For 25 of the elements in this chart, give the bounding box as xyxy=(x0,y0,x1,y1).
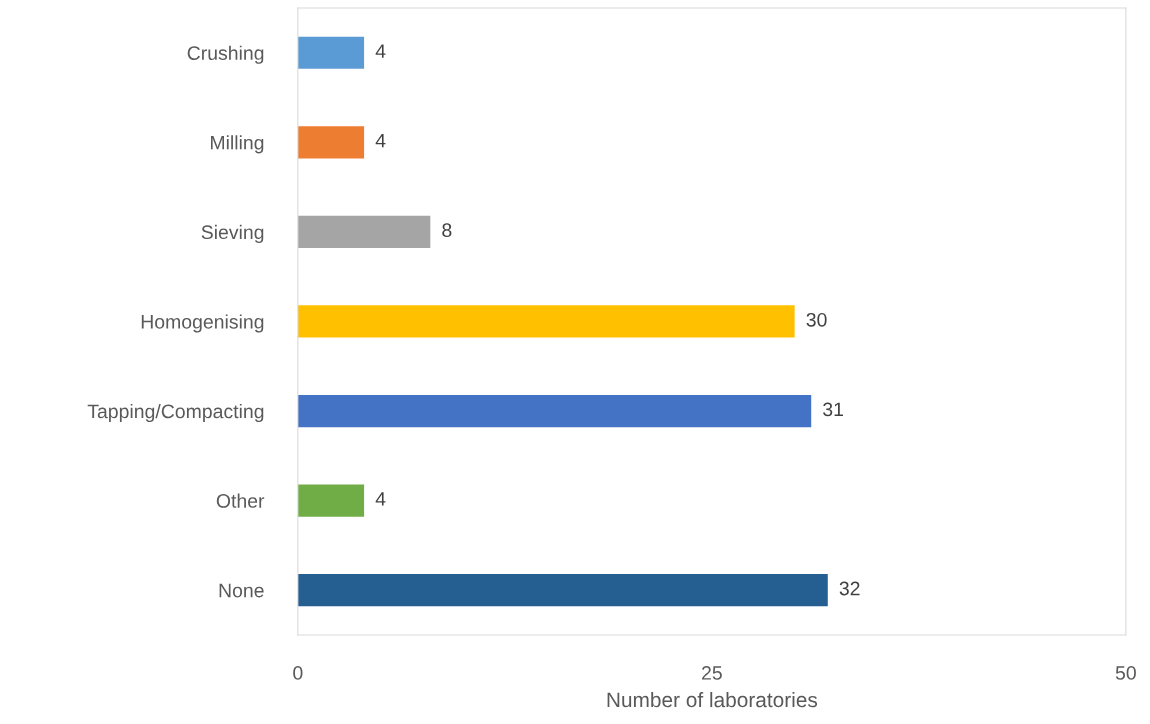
data-label: 32 xyxy=(839,581,860,596)
bar xyxy=(297,126,365,159)
y-tick-label: Milling xyxy=(211,135,264,154)
bar xyxy=(297,484,365,517)
data-label: 4 xyxy=(375,492,386,506)
bar xyxy=(297,574,828,607)
y-tick-label: Other xyxy=(216,493,265,508)
data-label: 31 xyxy=(823,402,843,417)
bar xyxy=(297,305,795,338)
y-tick-label: Crushing xyxy=(187,45,264,64)
bar xyxy=(297,36,365,69)
data-label: 30 xyxy=(806,312,827,327)
bar xyxy=(297,394,812,428)
data-label: 4 xyxy=(375,133,386,148)
x-tick-label: 50 xyxy=(1115,666,1136,680)
x-tick-label: 25 xyxy=(702,666,722,680)
bar xyxy=(297,215,431,249)
x-axis-title: Number of laboratories xyxy=(607,691,818,708)
x-tick-label: 0 xyxy=(293,666,303,680)
data-label: 8 xyxy=(442,223,452,238)
y-tick-label: Tapping/Compacting xyxy=(87,403,264,423)
y-tick-label: Sieving xyxy=(201,224,264,243)
data-label: 4 xyxy=(375,44,386,58)
y-tick-label: None xyxy=(219,583,264,598)
y-tick-label: Homogenising xyxy=(141,314,264,333)
